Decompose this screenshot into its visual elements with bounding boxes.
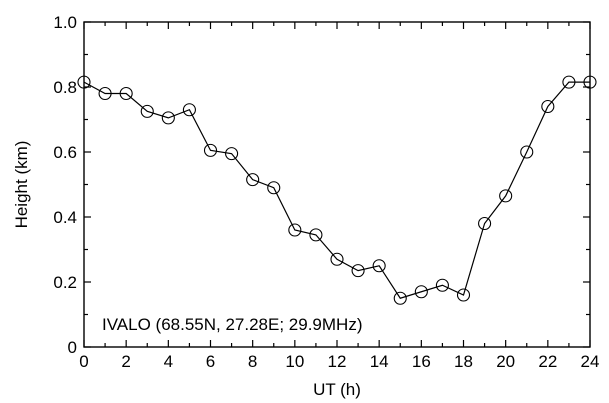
data-point [372, 259, 386, 273]
data-point [98, 86, 112, 101]
data-point [435, 278, 449, 292]
data-point [562, 75, 576, 89]
series-line [83, 81, 590, 299]
data-point [499, 189, 513, 203]
data-point [161, 111, 175, 125]
x-tick-label: 16 [412, 352, 431, 371]
data-point [288, 223, 302, 237]
tick-marks [83, 21, 591, 348]
station-annotation: IVALO (68.55N, 27.28E; 29.9MHz) [102, 315, 362, 334]
y-tick-label: 0.4 [53, 208, 77, 227]
data-point [351, 264, 365, 278]
data-point [414, 285, 428, 299]
x-tick-label: 10 [285, 352, 304, 371]
y-tick-label: 0.8 [53, 78, 77, 97]
data-point [267, 181, 281, 195]
y-tick-label: 0.2 [53, 273, 77, 292]
data-point [182, 103, 196, 117]
y-tick-label: 0.6 [53, 143, 77, 162]
x-tick-label: 8 [248, 352, 257, 371]
data-point [393, 291, 407, 305]
series-group [77, 75, 597, 305]
data-point [520, 145, 534, 159]
x-axis-label: UT (h) [313, 380, 361, 399]
x-tick-label: 4 [164, 352, 173, 371]
x-tick-label: 12 [328, 352, 347, 371]
data-point [541, 99, 555, 114]
x-tick-label: 22 [538, 352, 557, 371]
data-point [478, 216, 492, 231]
plot-frame [83, 21, 591, 348]
y-axis-label: Height (km) [12, 141, 31, 229]
data-point [140, 104, 154, 118]
x-tick-label: 6 [206, 352, 215, 371]
x-tick-label: 0 [79, 352, 88, 371]
y-tick-label: 1.0 [53, 13, 77, 32]
data-point [456, 288, 471, 302]
x-tick-label: 18 [454, 352, 473, 371]
data-point [246, 173, 260, 187]
y-tick-label: 0 [68, 338, 77, 357]
data-point [330, 252, 344, 266]
data-point [203, 143, 218, 157]
x-tick-label: 20 [496, 352, 515, 371]
data-point [309, 228, 323, 242]
x-tick-label: 24 [581, 352, 600, 371]
x-tick-label: 14 [370, 352, 389, 371]
data-point [119, 86, 133, 101]
data-point [225, 147, 239, 161]
x-tick-label: 2 [121, 352, 130, 371]
